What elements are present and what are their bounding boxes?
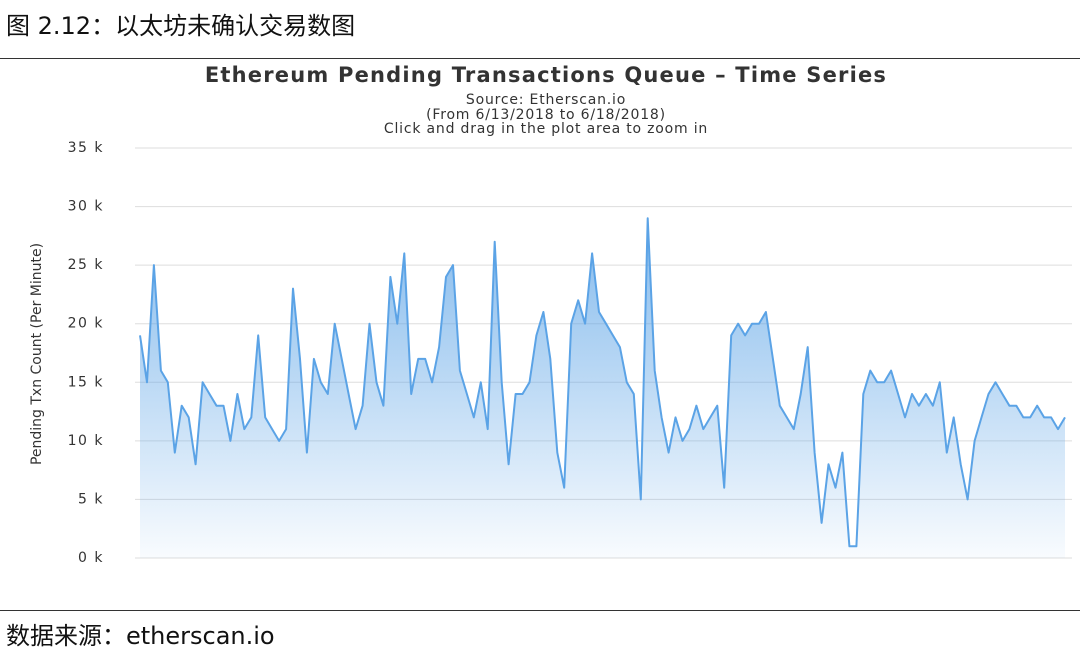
y-tick-label: 25 k — [68, 257, 104, 273]
y-tick-label: 5 k — [78, 491, 104, 507]
chart-title: Ethereum Pending Transactions Queue – Ti… — [205, 63, 887, 87]
y-tick-label: 20 k — [68, 316, 104, 332]
bottom-rule — [0, 610, 1080, 611]
y-axis-label: Pending Txn Count (Per Minute) — [29, 243, 45, 465]
top-rule — [0, 58, 1080, 59]
y-tick-label: 10 k — [68, 433, 104, 449]
chart-subtitle: Source: Etherscan.io — [466, 92, 626, 108]
chart: Ethereum Pending Transactions Queue – Ti… — [29, 63, 1072, 566]
source-note: 数据来源：etherscan.io — [6, 622, 275, 649]
y-tick-label: 0 k — [78, 550, 104, 566]
y-tick-label: 30 k — [68, 199, 104, 215]
line — [139, 217, 1066, 548]
area — [140, 218, 1065, 559]
chart-subtitle: Click and drag in the plot area to zoom … — [384, 121, 708, 137]
chart-subtitle: (From 6/13/2018 to 6/18/2018) — [426, 107, 666, 123]
y-tick-label: 15 k — [68, 374, 104, 390]
y-tick-label: 35 k — [68, 140, 104, 156]
figure-caption: 图 2.12：以太坊未确认交易数图 — [6, 12, 356, 40]
